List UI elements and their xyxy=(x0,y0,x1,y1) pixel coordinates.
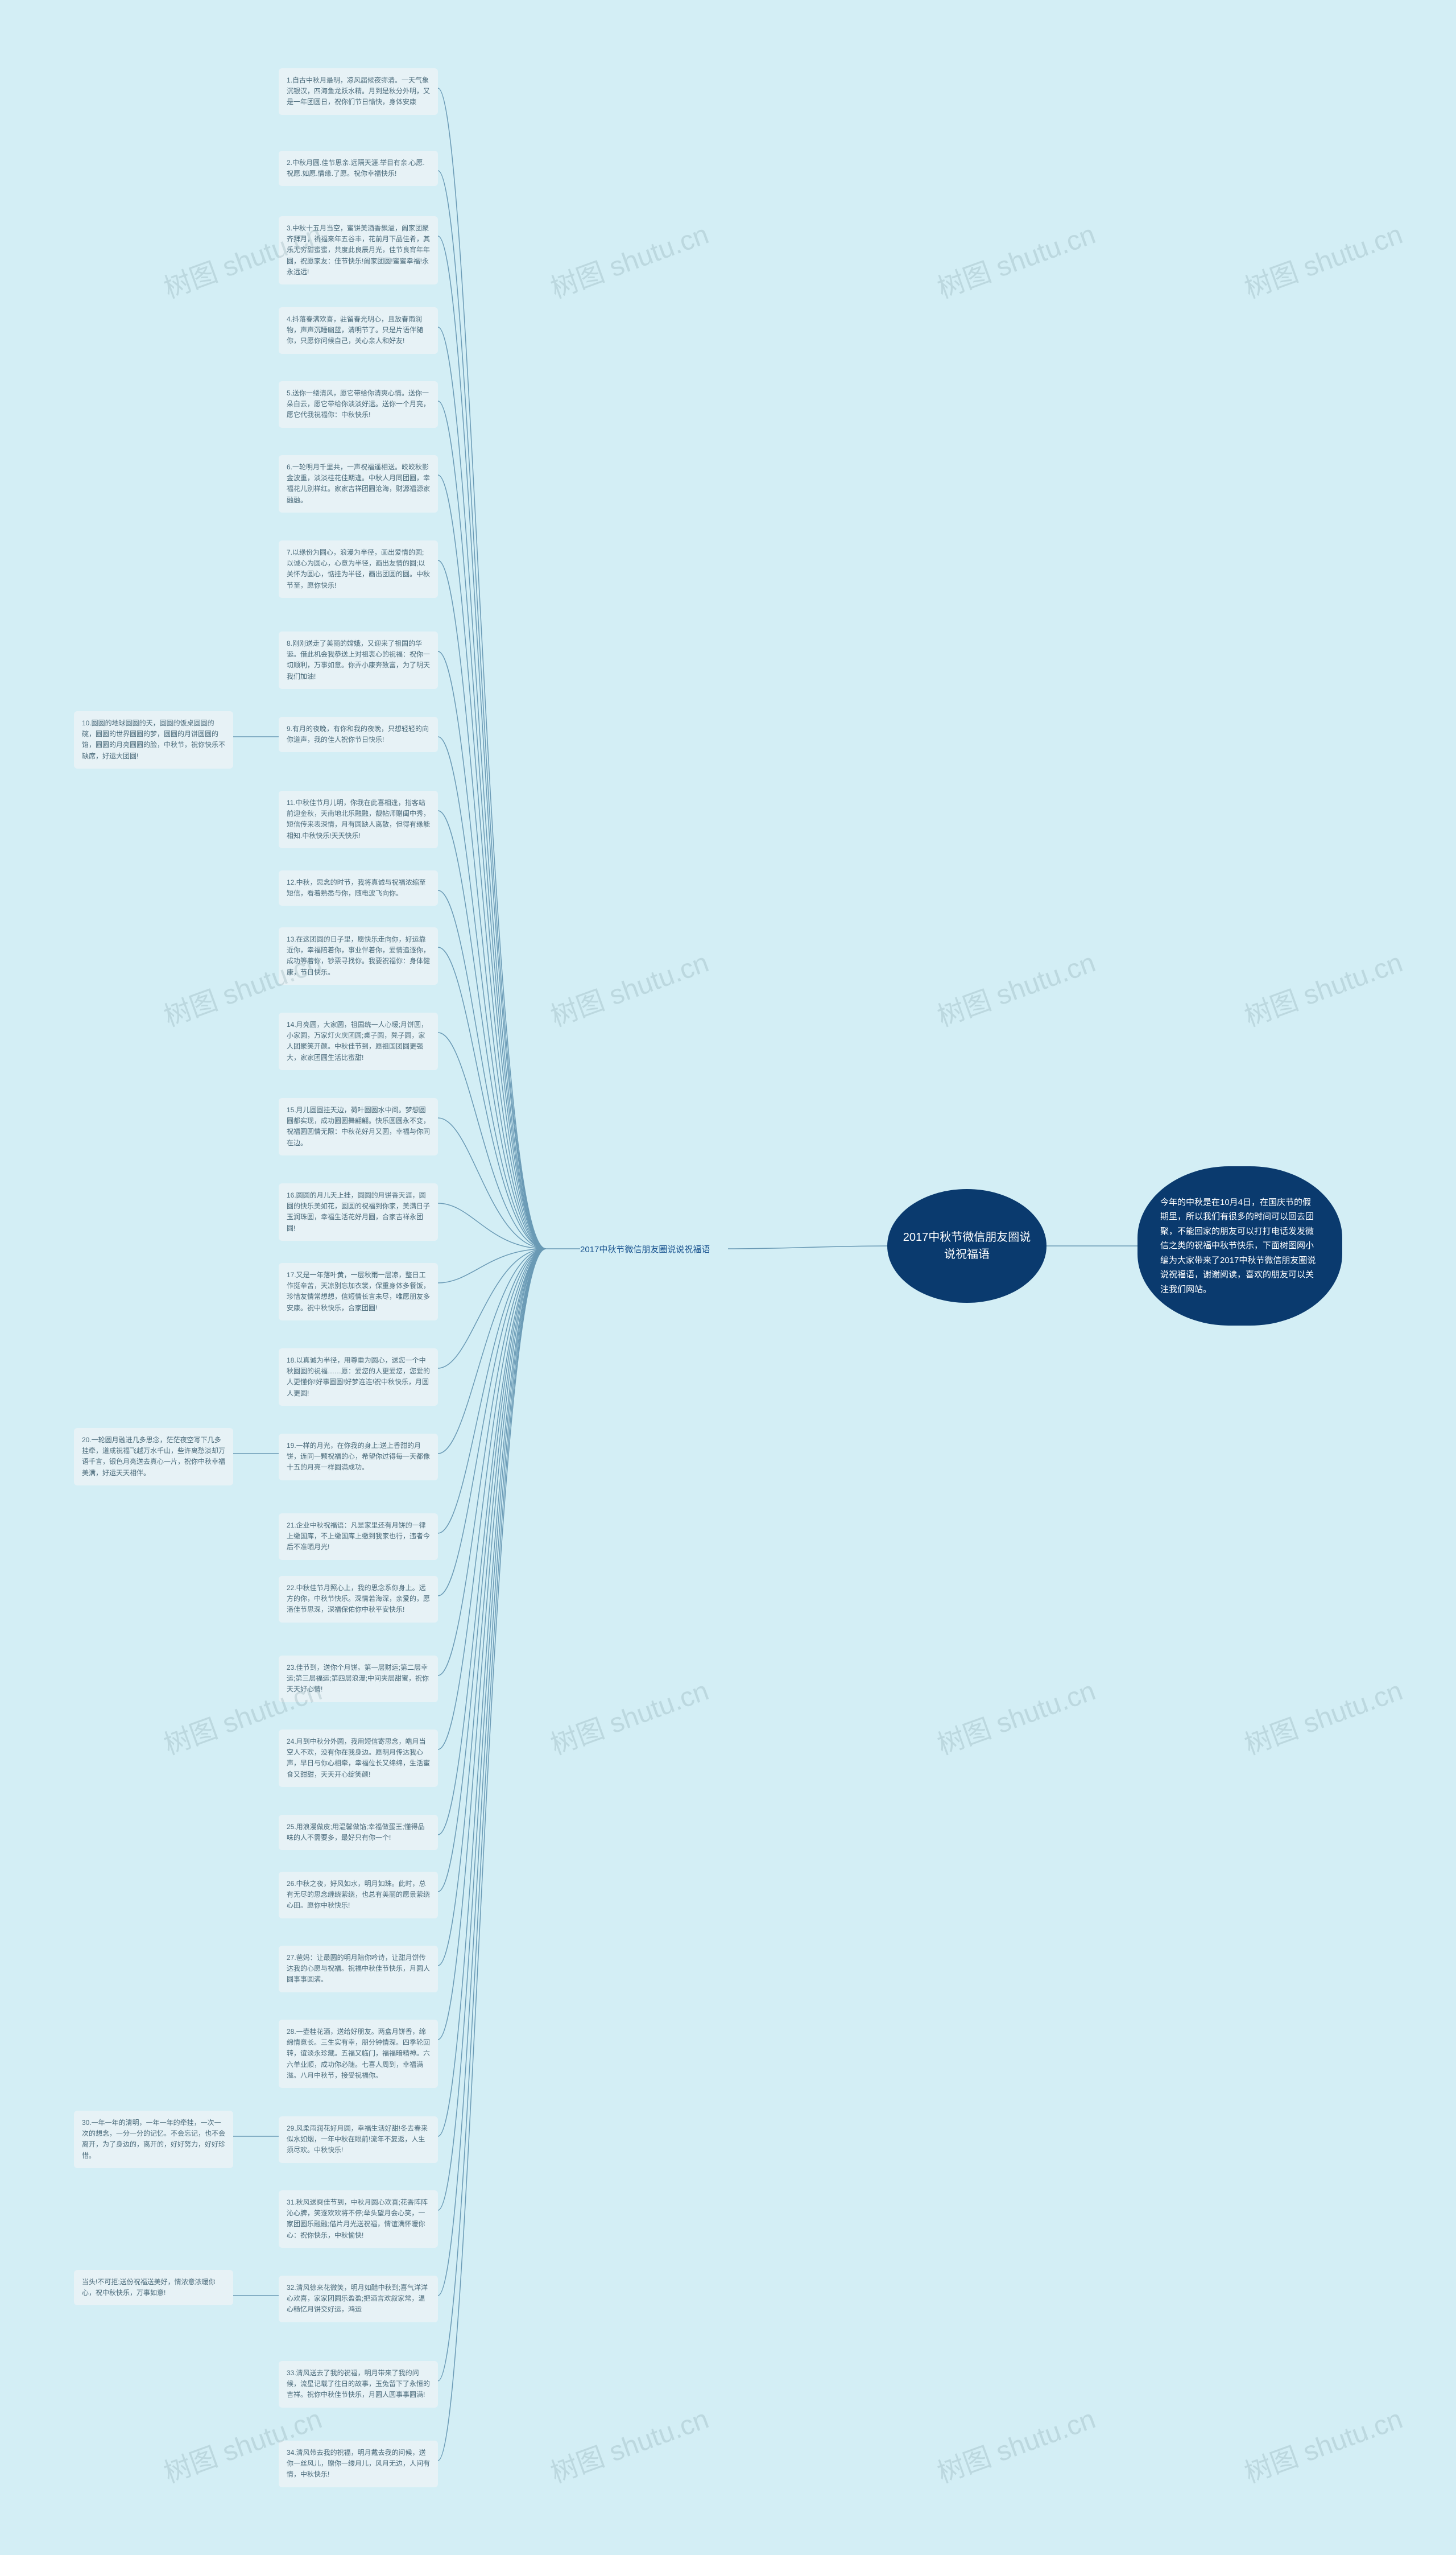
leaf-node-14: 14.月亮圆，大家圆，祖国统一人心暖;月饼圆，小家圆，万家灯火庆团圆;桌子圆，凳… xyxy=(279,1013,438,1070)
leaf-node-1: 1.自古中秋月最明，凉风届候夜弥清。一天气象沉银汉，四海鱼龙跃水精。月到是秋分外… xyxy=(279,68,438,115)
leaf-node-29: 29.风柔雨润花好月圆，幸福生活好甜!冬去春来似水如烟，一年中秋在眼前!流年不复… xyxy=(279,2116,438,2163)
leaf-node-5: 5.送你一缕清风，愿它带给你清爽心情。送你一朵白云，愿它带给你淡淡好运。送你一个… xyxy=(279,381,438,428)
watermark: 树图 shutu.cn xyxy=(544,1668,713,1762)
watermark: 树图 shutu.cn xyxy=(931,940,1100,1034)
sub-leaf-32: 当头!不可拒;送份祝福送美好，情浓意浓暖你心，祝中秋快乐，万事如意! xyxy=(74,2270,233,2305)
sub-leaf-29: 30.一年一年的清明，一年一年的牵挂，一次一次的想念，一分一分的记忆。不会忘记，… xyxy=(74,2111,233,2168)
description-text: 今年的中秋是在10月4日，在国庆节的假期里，所以我们有很多的时间可以回去团聚，不… xyxy=(1160,1195,1320,1297)
leaf-node-18: 18.以真诚为半径，用尊重为圆心，送您一个中秋圆圆的祝福……愿：爱您的人更爱您，… xyxy=(279,1348,438,1406)
leaf-node-25: 25.用浪漫做皮;用温馨做馅;幸福做蛋王;懂得品味的人不需要多，最好只有你一个! xyxy=(279,1815,438,1850)
leaf-node-4: 4.抖落春满欢喜，驻留春光明心，且放春雨润物，声声沉睡幽蓝，清明节了。只是片语伴… xyxy=(279,307,438,354)
leaf-node-9: 9.有月的夜晚，有你和我的夜晚，只想轻轻的向你道声，我的佳人祝你节日快乐! xyxy=(279,717,438,752)
leaf-node-32: 32.清风徐来花微笑，明月如醋中秋到;喜气洋洋心欢喜，家家团圆乐盈盈;把酒言欢叙… xyxy=(279,2276,438,2322)
leaf-node-13: 13.在这团圆的日子里，愿快乐走向你，好运靠近你，幸福陪着你，事业伴着你，爱情追… xyxy=(279,927,438,985)
leaf-node-17: 17.又是一年落叶黄，一层秋雨一层凉，整日工作挺辛苦，天凉别忘加衣裳，保重身体多… xyxy=(279,1263,438,1320)
leaf-node-7: 7.以缘份为圆心，浪漫为半径，画出爱情的圆;以诚心为圆心，心意为半径，画出友情的… xyxy=(279,540,438,598)
watermark: 树图 shutu.cn xyxy=(1238,1668,1407,1762)
watermark: 树图 shutu.cn xyxy=(544,940,713,1034)
watermark: 树图 shutu.cn xyxy=(1238,940,1407,1034)
watermark: 树图 shutu.cn xyxy=(931,2396,1100,2490)
leaf-node-3: 3.中秋十五月当空，蜜饼美酒香飘溢，阖家团聚齐拜月，祈福来年五谷丰，花前月下品佳… xyxy=(279,216,438,284)
leaf-node-26: 26.中秋之夜，好风如水，明月如珠。此时，总有无尽的思念缠绕萦绕，也总有美丽的愿… xyxy=(279,1872,438,1918)
leaf-node-15: 15.月儿圆圆挂天边，荷叶圆圆水中间。梦想圆圆都实现，成功圆圆舞翩翩。快乐圆圆永… xyxy=(279,1098,438,1155)
watermark: 树图 shutu.cn xyxy=(544,2396,713,2490)
sub-leaf-9: 10.圆圆的地球圆圆的天，圆圆的饭桌圆圆的碗，圆圆的世界圆圆的梦，圆圆的月饼圆圆… xyxy=(74,711,233,769)
root-text: 2017中秋节微信朋友圈说说祝福语 xyxy=(899,1229,1035,1263)
leaf-node-33: 33.清风送去了我的祝福，明月带来了我的问候，流星记载了往日的故事，玉兔留下了永… xyxy=(279,2361,438,2408)
sub-leaf-19: 20.一轮圆月融进几多思念，茫茫夜空写下几多挂牵，道成祝福飞越万水千山，些许离愁… xyxy=(74,1428,233,1485)
leaf-node-27: 27.爸妈：让最圆的明月陪你吟诗，让甜月饼传达我的心愿与祝福。祝福中秋佳节快乐，… xyxy=(279,1946,438,1992)
leaf-node-31: 31.秋风送爽佳节到，中秋月圆心欢喜;花香阵阵沁心脾，笑逐欢欢将不停;举头望月会… xyxy=(279,2190,438,2248)
leaf-node-19: 19.一样的月光，在你我的身上;送上香甜的月饼，连同一颗祝福的心，希望你过得每一… xyxy=(279,1434,438,1480)
leaf-node-23: 23.佳节到，送你个月饼。第一层财运;第二层幸运;第三层福运;第四层浪漫;中间夹… xyxy=(279,1656,438,1702)
branch-text: 2017中秋节微信朋友圈说说祝福语 xyxy=(580,1245,710,1254)
leaf-node-28: 28.一壶桂花酒，送给好朋友。两盒月饼香，绵绵情意长。三生实有幸，朋分钟情深。四… xyxy=(279,2020,438,2088)
watermark: 树图 shutu.cn xyxy=(931,212,1100,306)
leaf-node-12: 12.中秋，思念的时节，我将真诚与祝福浓缩至短信，看着熟悉与你，随电波飞向你。 xyxy=(279,870,438,906)
watermark: 树图 shutu.cn xyxy=(1238,2396,1407,2490)
leaf-node-11: 11.中秋佳节月儿明，你我在此喜相逢，指客站前迎金秋，天南地北乐融融，靓帖师赠闺… xyxy=(279,791,438,848)
watermark: 树图 shutu.cn xyxy=(544,212,713,306)
description-node: 今年的中秋是在10月4日，在国庆节的假期里，所以我们有很多的时间可以回去团聚，不… xyxy=(1138,1166,1342,1326)
leaf-node-6: 6.一轮明月千里共，一声祝福遥相送。皎皎秋影金波重，淡淡桂花佳期逢。中秋人月同团… xyxy=(279,455,438,513)
root-node: 2017中秋节微信朋友圈说说祝福语 xyxy=(887,1189,1046,1303)
leaf-node-2: 2.中秋月圆.佳节思亲.远隔天涯.举目有亲.心愿.祝愿.如愿.情缘.了愿。祝你幸… xyxy=(279,151,438,186)
watermark: 树图 shutu.cn xyxy=(1238,212,1407,306)
watermark: 树图 shutu.cn xyxy=(931,1668,1100,1762)
leaf-node-22: 22.中秋佳节月照心上，我的思念系你身上。远方的你，中秋节快乐。深情若海深，亲爱… xyxy=(279,1576,438,1623)
leaf-node-16: 16.圆圆的月儿天上挂，圆圆的月饼香天涯，圆圆的快乐美如花，圆圆的祝福到你家，美… xyxy=(279,1183,438,1241)
branch-label: 2017中秋节微信朋友圈说说祝福语 xyxy=(580,1243,710,1255)
leaf-node-24: 24.月到中秋分外圆，我用短信寄思念，皓月当空人不欢，没有你在我身边。愿明月传达… xyxy=(279,1730,438,1787)
leaf-node-8: 8.刚刚送走了美丽的嫦娥，又迎来了祖国的华诞。借此机会我恭送上对祖衷心的祝福：祝… xyxy=(279,631,438,689)
leaf-node-21: 21.企业中秋祝福语：凡是家里还有月饼的一律上缴国库，不上缴国库上缴到我家也行，… xyxy=(279,1513,438,1560)
leaf-node-34: 34.清风带去我的祝福，明月戴去我的问候，送你一丝风儿，赠你一缕月儿，风月无边，… xyxy=(279,2441,438,2487)
